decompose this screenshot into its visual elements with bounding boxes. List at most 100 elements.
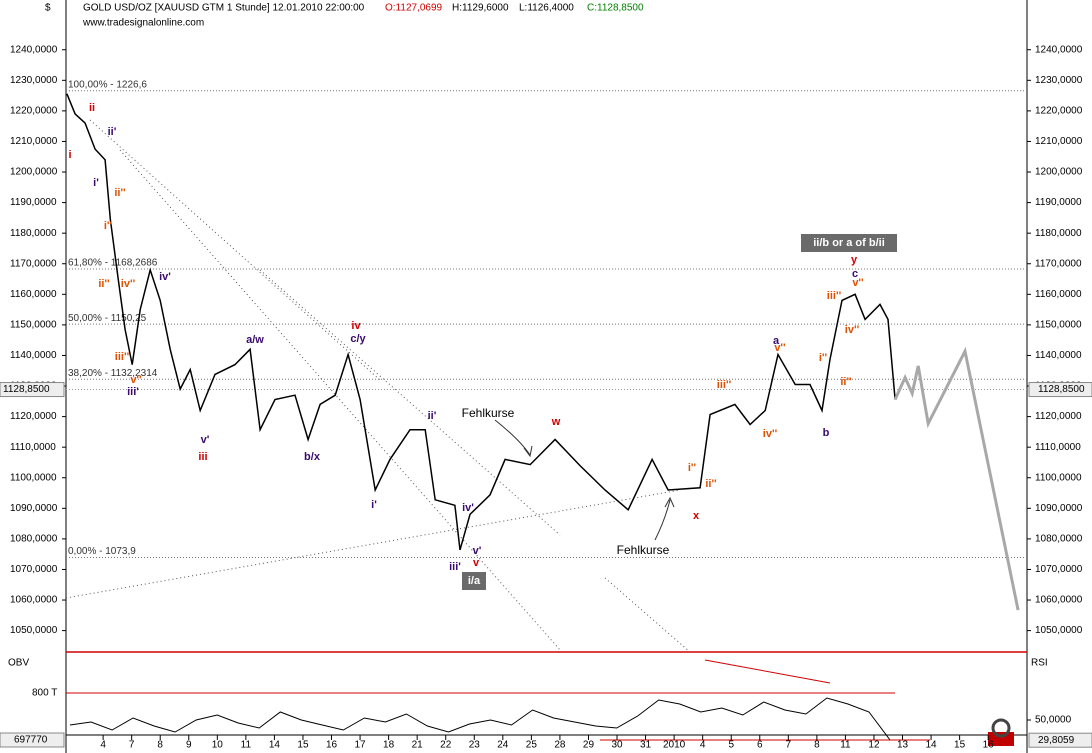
y-tick-label: 1150,0000 xyxy=(10,320,57,331)
wave-label: b/x xyxy=(304,451,321,463)
wave-label: c xyxy=(852,268,858,280)
wave-label: iv' xyxy=(462,502,474,514)
y-tick-label: 1100,0000 xyxy=(10,472,57,483)
y-tick-label: 1190,0000 xyxy=(10,197,57,208)
obv-label: OBV xyxy=(8,658,29,669)
x-tick-label: 7 xyxy=(786,740,792,751)
high-value: H:1129,6000 xyxy=(452,3,509,14)
wave-label: ii' xyxy=(108,126,117,138)
last-price-label: 1128,8500 xyxy=(1038,384,1085,395)
y-tick-label: 1060,0000 xyxy=(1035,595,1083,606)
wave-label: v'' xyxy=(774,342,786,354)
fib-label: 50,00% - 1150,25 xyxy=(68,313,147,324)
y-tick-label: 1120,0000 xyxy=(10,411,57,422)
x-tick-label: 16 xyxy=(983,740,995,751)
x-tick-label: 17 xyxy=(355,740,367,751)
x-tick-label: 29 xyxy=(583,740,595,751)
y-tick-label: 1240,0000 xyxy=(10,44,58,55)
x-tick-label: 2010 xyxy=(663,740,686,751)
x-tick-label: 25 xyxy=(526,740,538,751)
wave-label: i'' xyxy=(819,352,828,364)
y-tick-label: 1200,0000 xyxy=(1035,167,1083,178)
x-tick-label: 13 xyxy=(897,740,909,751)
y-tick-label: 1220,0000 xyxy=(10,106,58,117)
rsi-value: 29,8059 xyxy=(1038,735,1075,746)
x-tick-label: 9 xyxy=(186,740,192,751)
fehlkurse-arrow xyxy=(494,419,533,458)
x-tick-label: 10 xyxy=(212,740,224,751)
y-tick-label: 1080,0000 xyxy=(10,534,58,545)
wave-label: v xyxy=(473,557,480,569)
y-tick-label: 1230,0000 xyxy=(1035,75,1083,86)
wave-label: i'' xyxy=(688,462,697,474)
y-tick-label: 1110,0000 xyxy=(1035,442,1081,453)
wave-label: iii'' xyxy=(115,351,130,363)
x-tick-label: 11 xyxy=(840,740,851,751)
y-tick-label: 1090,0000 xyxy=(1035,503,1083,514)
wave-label: iv'' xyxy=(121,278,136,290)
y-tick-label: 1230,0000 xyxy=(10,75,58,86)
wave-label: ii xyxy=(89,102,95,114)
x-tick-label: 21 xyxy=(412,740,424,751)
y-tick-label: 1100,0000 xyxy=(1035,472,1082,483)
label-box xyxy=(462,572,486,590)
x-tick-label: 7 xyxy=(129,740,135,751)
fehlkurse-arrow xyxy=(654,496,675,541)
wave-label: i'' xyxy=(104,220,113,232)
y-tick-label: 1210,0000 xyxy=(10,136,58,147)
x-tick-label: 31 xyxy=(640,740,652,751)
wave-label: i' xyxy=(371,499,377,511)
wave-label: ii' xyxy=(428,410,437,422)
y-tick-label: 1170,0000 xyxy=(1035,258,1082,269)
last-price-box xyxy=(1028,382,1092,398)
fib-label: 38,20% - 1132,2314 xyxy=(68,368,158,379)
wave-label: iii' xyxy=(449,561,461,573)
wave-label: iii'' xyxy=(717,379,732,391)
y-tick-label: 1200,0000 xyxy=(10,167,58,178)
y-tick-label: 1050,0000 xyxy=(1035,625,1083,636)
wave-label: i' xyxy=(93,177,99,189)
wave-label: ii'' xyxy=(98,278,110,290)
x-tick-label: 28 xyxy=(554,740,566,751)
rsi-line xyxy=(69,697,891,741)
rsi-value-box xyxy=(1028,732,1092,748)
x-tick-label: 22 xyxy=(440,740,452,751)
open-value: O:1127,0699 xyxy=(385,3,443,14)
x-tick-label: 8 xyxy=(157,740,163,751)
wave-label: a xyxy=(773,335,780,347)
x-tick-label: 15 xyxy=(954,740,966,751)
x-tick-label: 16 xyxy=(326,740,338,751)
wave-label: i/a xyxy=(468,575,481,587)
x-tick-label: 14 xyxy=(926,740,938,751)
fib-label: 0,00% - 1073,9 xyxy=(68,546,136,557)
rsi-label: RSI xyxy=(1031,658,1048,669)
x-tick-label: 23 xyxy=(469,740,481,751)
last-price-label: 1128,8500 xyxy=(3,384,50,395)
y-tick-label: 1140,0000 xyxy=(10,350,57,361)
rsi-trend-line xyxy=(704,659,831,684)
obv-level-label: 800 T xyxy=(32,688,57,699)
obv-value: 697770 xyxy=(14,735,48,746)
y-tick-label: 1160,0000 xyxy=(1035,289,1082,300)
wave-label: a/w xyxy=(246,334,264,346)
wave-label: b xyxy=(823,427,830,439)
fib-label: 100,00% - 1226,6 xyxy=(68,79,147,90)
label-box xyxy=(801,234,897,252)
trend-lines xyxy=(65,119,691,653)
y-tick-label: 1150,0000 xyxy=(1035,320,1082,331)
y-tick-label: 1210,0000 xyxy=(1035,136,1083,147)
wave-label: iv'' xyxy=(763,428,778,440)
logo xyxy=(988,718,1014,746)
wave-label: ii'' xyxy=(840,376,852,388)
y-tick-label: 1110,0000 xyxy=(10,442,56,453)
wave-label: ii/b or a of b/ii xyxy=(813,237,885,249)
y-tick-label: 1120,0000 xyxy=(1035,411,1082,422)
chart-title: GOLD USD/OZ [XAUUSD GTM 1 Stunde] 12.01.… xyxy=(83,3,365,14)
price-line xyxy=(66,93,896,551)
wave-label: v'' xyxy=(130,374,142,386)
x-tick-label: 12 xyxy=(868,740,880,751)
y-tick-label: 1240,0000 xyxy=(1035,44,1083,55)
y-tick-label: 1080,0000 xyxy=(1035,534,1083,545)
last-price-box xyxy=(0,382,65,398)
wave-label: i xyxy=(68,149,71,161)
